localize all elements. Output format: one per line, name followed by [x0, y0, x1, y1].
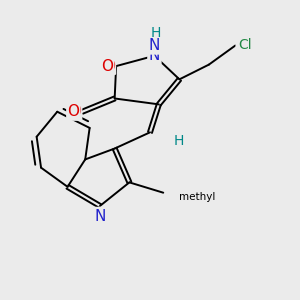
Text: O: O — [67, 104, 79, 119]
Text: methyl: methyl — [179, 192, 216, 202]
Text: N: N — [94, 208, 106, 223]
Text: H: H — [173, 134, 183, 148]
Text: O: O — [103, 58, 115, 74]
Text: H: H — [149, 25, 160, 39]
Text: H: H — [174, 134, 184, 148]
Text: O: O — [69, 104, 81, 119]
Text: Cl: Cl — [238, 38, 252, 52]
Text: Cl: Cl — [237, 38, 250, 52]
Text: N: N — [149, 38, 160, 53]
Text: O: O — [101, 58, 113, 74]
Text: N: N — [149, 48, 160, 63]
Text: N: N — [94, 209, 106, 224]
Text: H: H — [151, 26, 161, 40]
